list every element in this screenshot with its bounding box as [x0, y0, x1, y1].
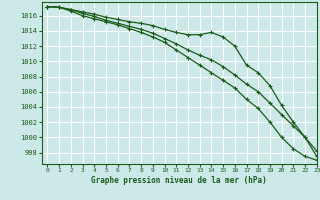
X-axis label: Graphe pression niveau de la mer (hPa): Graphe pression niveau de la mer (hPa)	[91, 176, 267, 185]
